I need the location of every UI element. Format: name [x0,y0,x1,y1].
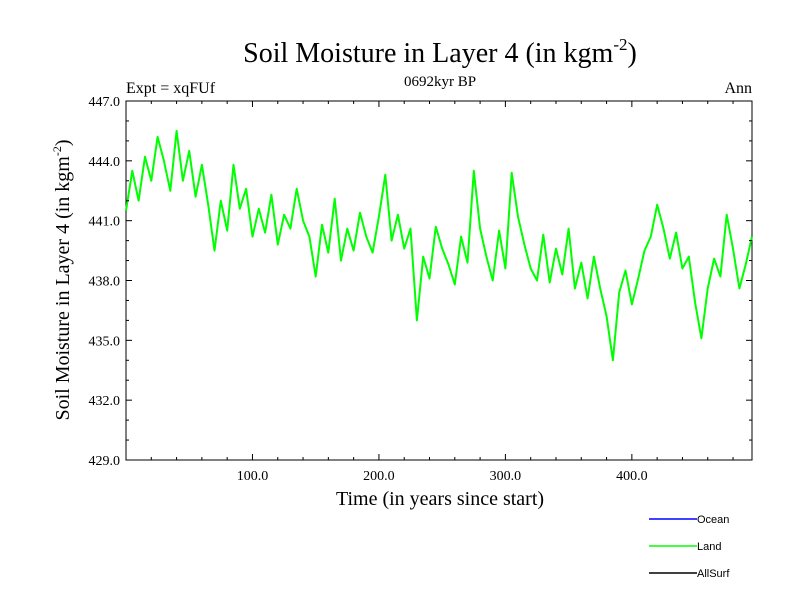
period-label: 0692kyr BP [404,74,476,90]
plot-frame [125,100,753,461]
y-tick-label: 435.0 [89,334,121,349]
x-tick-label: 100.0 [237,469,269,484]
chart-title: Soil Moisture in Layer 4 (in kgm-2) [243,35,637,69]
y-tick-label: 432.0 [89,394,121,409]
x-tick-label: 300.0 [490,469,522,484]
x-tick-label: 400.0 [616,469,648,484]
y-tick-label: 444.0 [89,155,121,170]
y-tick-label: 429.0 [89,454,121,469]
legend-label-ocean: Ocean [697,514,729,526]
x-axis-label: Time (in years since start) [336,488,544,510]
y-tick-label: 447.0 [89,95,121,110]
x-tick-label: 200.0 [363,469,395,484]
legend: Ocean Land AllSurf [649,514,730,580]
y-tick-label: 441.0 [89,215,121,230]
y-tick-label: 438.0 [89,275,121,290]
legend-label-land: Land [697,541,721,553]
experiment-label: Expt = xqFUf [126,80,216,97]
land-series-line [125,129,753,362]
legend-label-allsurf: AllSurf [697,568,730,580]
y-axis: 429.0 432.0 435.0 438.0 441.0 444.0 447.0 [89,95,752,469]
y-axis-label: Soil Moisture in Layer 4 (in kgm-2) [50,139,74,420]
x-axis: 100.0 200.0 300.0 400.0 [150,101,734,484]
season-label: Ann [724,80,752,97]
